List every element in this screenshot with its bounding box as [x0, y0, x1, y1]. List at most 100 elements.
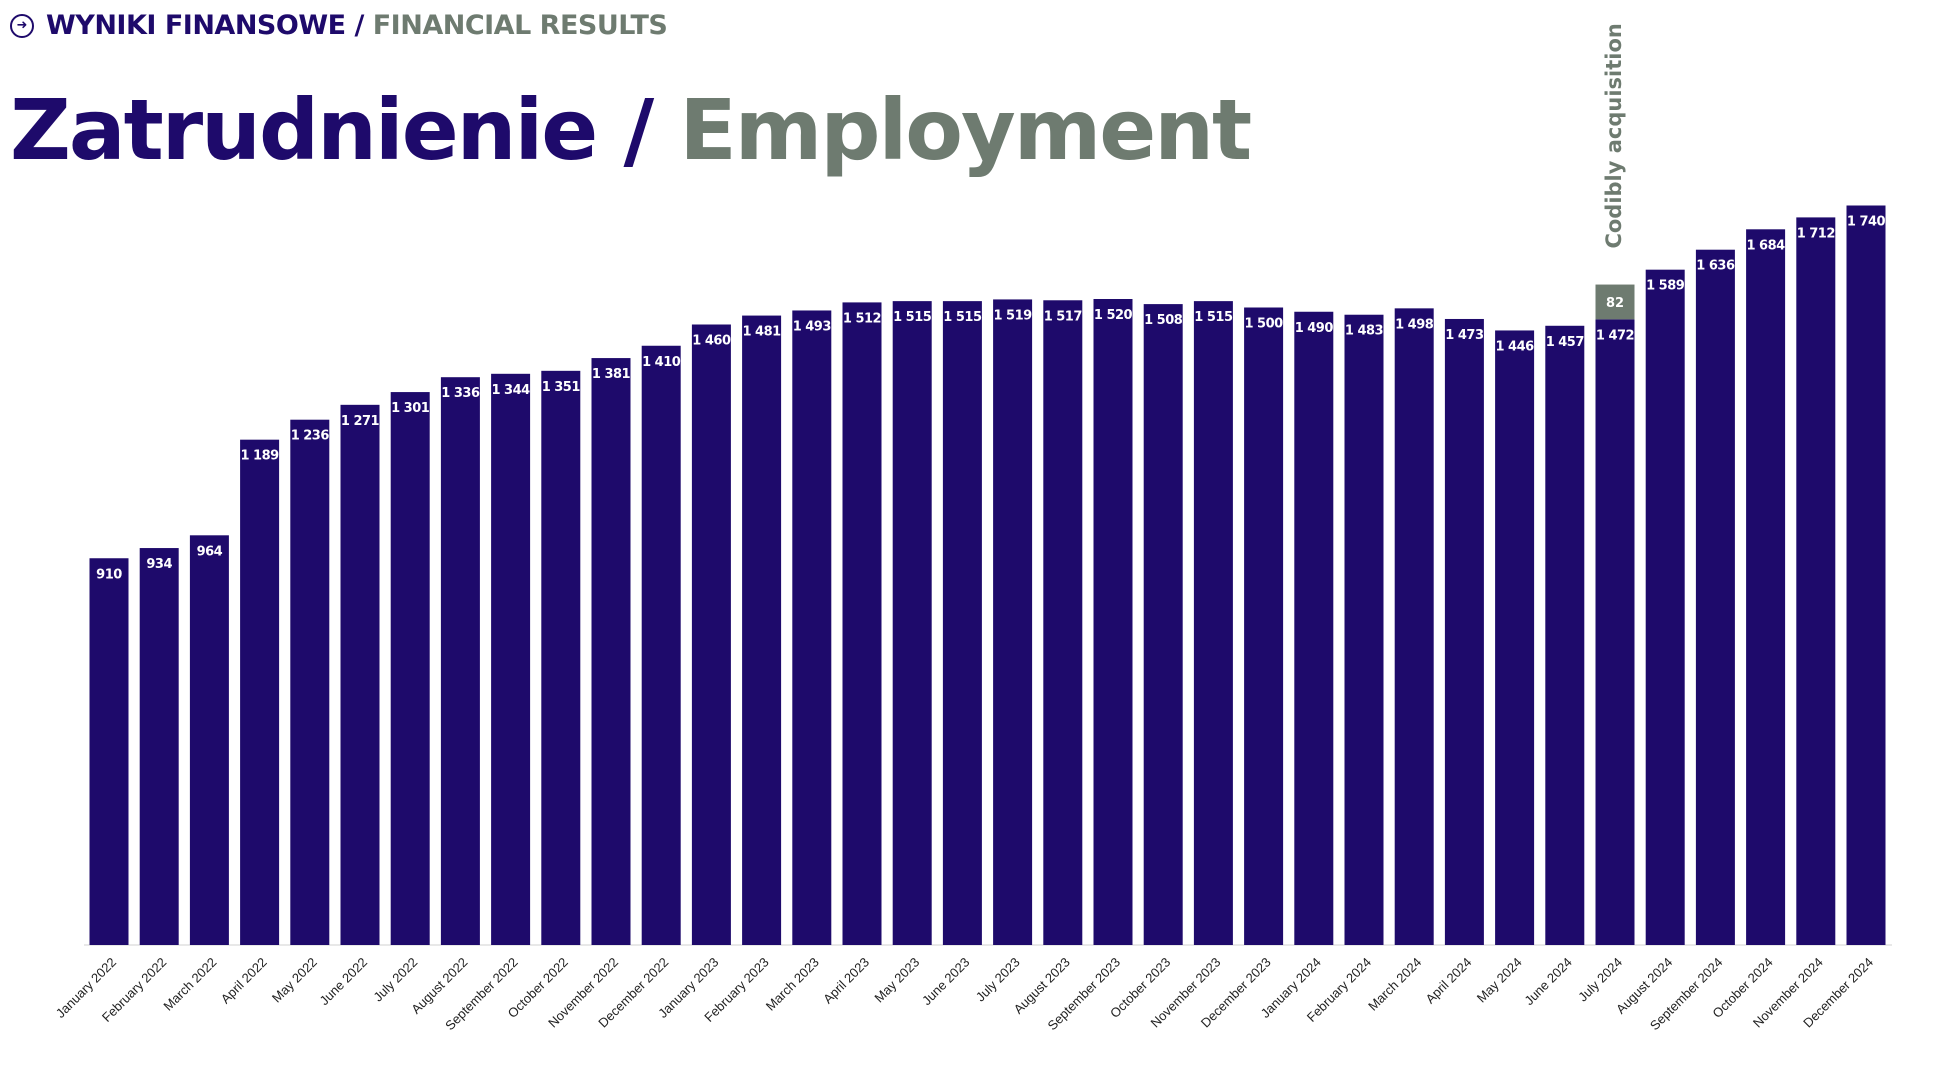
bar-value-label-32: 1 636 — [1696, 259, 1735, 274]
page-title: Zatrudnienie / Employment — [10, 88, 1252, 172]
bar-value-label-22: 1 515 — [1194, 310, 1233, 325]
bar-value-label-23: 1 500 — [1244, 317, 1283, 332]
bar-13 — [742, 315, 782, 945]
bar-12 — [691, 324, 731, 945]
acquisition-value-label: 82 — [1606, 296, 1624, 311]
bar-value-label-35: 1 740 — [1847, 215, 1886, 230]
x-tick-label-14: March 2023 — [763, 955, 822, 1014]
bar-value-label-4: 1 236 — [291, 429, 330, 444]
bar-17 — [942, 301, 982, 945]
bar-value-label-18: 1 519 — [993, 308, 1032, 323]
bar-value-label-31: 1 589 — [1646, 279, 1685, 294]
bar-value-label-13: 1 481 — [742, 325, 781, 340]
bar-21 — [1143, 304, 1183, 946]
bar-value-label-6: 1 301 — [391, 401, 430, 416]
bar-value-label-9: 1 351 — [542, 380, 581, 395]
x-tick-label-3: April 2022 — [218, 955, 270, 1007]
x-tick-label-27: April 2024 — [1423, 955, 1475, 1007]
x-tick-label-2: March 2022 — [160, 955, 219, 1014]
bar-25 — [1344, 314, 1384, 946]
bar-27 — [1444, 318, 1484, 946]
bar-value-label-26: 1 498 — [1395, 317, 1434, 332]
bar-value-label-19: 1 517 — [1044, 309, 1083, 324]
bar-3 — [240, 439, 280, 945]
bar-value-label-8: 1 344 — [491, 383, 530, 398]
bar-value-label-21: 1 508 — [1144, 313, 1183, 328]
bar-33 — [1746, 229, 1786, 946]
section-header-label: WYNIKI FINANSOWE / FINANCIAL RESULTS — [46, 10, 668, 41]
bar-value-label-33: 1 684 — [1746, 238, 1785, 253]
bar-29 — [1545, 325, 1585, 945]
section-label-separator: / — [354, 10, 364, 41]
bar-6 — [390, 392, 430, 945]
bar-24 — [1294, 311, 1334, 945]
bar-value-label-28: 1 446 — [1495, 339, 1534, 354]
acquisition-annotation: Codibly acquisition — [1602, 23, 1626, 248]
bar-35 — [1846, 205, 1886, 945]
x-tick-label-5: June 2022 — [317, 955, 371, 1009]
bar-5 — [340, 404, 380, 945]
bar-28 — [1495, 330, 1535, 945]
bar-30 — [1595, 319, 1635, 945]
bar-19 — [1043, 300, 1083, 945]
bar-20 — [1093, 299, 1133, 945]
bar-14 — [792, 310, 832, 946]
bar-4 — [290, 419, 330, 945]
bar-value-label-34: 1 712 — [1797, 226, 1835, 241]
bar-2 — [189, 535, 229, 945]
bar-22 — [1193, 301, 1233, 945]
section-label-pl: WYNIKI FINANSOWE — [46, 10, 346, 41]
section-header: ➜ WYNIKI FINANSOWE / FINANCIAL RESULTS — [10, 10, 668, 41]
x-tick-label-4: May 2022 — [269, 955, 320, 1006]
bar-value-label-30: 1 472 — [1596, 328, 1634, 343]
page-title-separator: / — [623, 81, 654, 179]
bar-32 — [1695, 249, 1735, 945]
bar-value-label-1: 934 — [146, 557, 172, 572]
bar-value-label-5: 1 271 — [341, 414, 380, 429]
arrow-circle-icon[interactable]: ➜ — [10, 13, 34, 38]
bar-15 — [842, 302, 882, 945]
bar-value-label-29: 1 457 — [1546, 335, 1585, 350]
bar-18 — [993, 299, 1033, 945]
bar-value-label-25: 1 483 — [1345, 324, 1384, 339]
bar-value-label-20: 1 520 — [1094, 308, 1133, 323]
page-title-en: Employment — [679, 81, 1252, 179]
bar-11 — [641, 345, 681, 945]
x-tick-label-16: May 2023 — [871, 955, 922, 1006]
x-tick-label-28: May 2024 — [1474, 955, 1525, 1006]
bar-value-label-3: 1 189 — [240, 449, 279, 464]
x-tick-label-6: July 2022 — [370, 955, 420, 1005]
bar-value-label-10: 1 381 — [592, 367, 631, 382]
x-tick-label-30: July 2024 — [1575, 955, 1625, 1005]
bar-7 — [440, 377, 480, 945]
bar-value-label-11: 1 410 — [642, 355, 681, 370]
bar-value-label-2: 964 — [197, 544, 223, 559]
x-tick-label-15: April 2023 — [820, 955, 872, 1007]
bar-value-label-14: 1 493 — [793, 319, 832, 334]
page-title-pl: Zatrudnienie — [10, 81, 598, 179]
bar-8 — [491, 373, 531, 945]
bar-value-label-17: 1 515 — [943, 310, 982, 325]
bar-0 — [89, 558, 129, 945]
x-tick-label-17: June 2023 — [919, 955, 973, 1009]
bar-value-label-24: 1 490 — [1295, 321, 1334, 336]
bar-34 — [1796, 217, 1836, 945]
bar-value-label-16: 1 515 — [893, 310, 932, 325]
bar-value-label-7: 1 336 — [441, 386, 480, 401]
bar-9 — [541, 370, 581, 945]
acquisition-bar-30 — [1595, 284, 1635, 320]
bar-value-label-12: 1 460 — [692, 334, 731, 349]
bar-value-label-15: 1 512 — [843, 311, 881, 326]
x-tick-label-26: March 2024 — [1365, 955, 1424, 1014]
bar-26 — [1394, 308, 1434, 946]
section-label-en: FINANCIAL RESULTS — [372, 10, 668, 41]
bar-value-label-27: 1 473 — [1445, 328, 1484, 343]
bar-16 — [892, 301, 932, 945]
bar-1 — [139, 548, 179, 945]
bar-31 — [1645, 269, 1685, 945]
x-tick-label-18: July 2023 — [973, 955, 1023, 1005]
x-tick-label-29: June 2024 — [1521, 955, 1575, 1009]
bar-23 — [1244, 307, 1284, 945]
bar-value-label-0: 910 — [96, 567, 122, 582]
